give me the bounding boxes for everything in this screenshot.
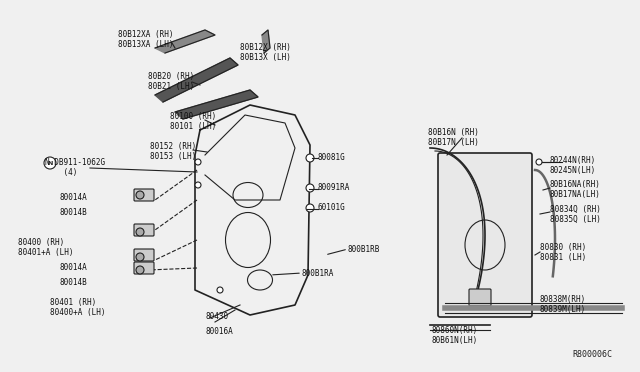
Text: 800B1RA: 800B1RA [302,269,334,278]
Text: 80838M(RH)
80839M(LH): 80838M(RH) 80839M(LH) [540,295,586,314]
Text: 80016A: 80016A [205,327,233,336]
Circle shape [195,159,201,165]
Text: 80B12XA (RH)
80B13XA (LH): 80B12XA (RH) 80B13XA (LH) [118,30,173,49]
Text: 80244N(RH)
80245N(LH): 80244N(RH) 80245N(LH) [550,156,596,176]
Text: 80B20 (RH)
80B21 (LH): 80B20 (RH) 80B21 (LH) [148,72,195,92]
Text: 80B16N (RH)
80B17N (LH): 80B16N (RH) 80B17N (LH) [428,128,479,147]
Circle shape [217,287,223,293]
Text: 80834Q (RH)
80835Q (LH): 80834Q (RH) 80835Q (LH) [550,205,601,224]
Polygon shape [262,30,270,53]
Text: 80081G: 80081G [318,153,346,162]
FancyBboxPatch shape [134,224,154,236]
Circle shape [306,184,314,192]
Text: 800B1RB: 800B1RB [348,245,380,254]
Text: 80401 (RH)
80400+A (LH): 80401 (RH) 80400+A (LH) [50,298,106,317]
FancyBboxPatch shape [134,189,154,201]
Text: N DB911-1062G
    (4): N DB911-1062G (4) [45,158,105,177]
Circle shape [136,228,144,236]
Circle shape [306,204,314,212]
Text: 80091RA: 80091RA [318,183,350,192]
Text: 80014A: 80014A [60,263,88,272]
Text: 80400 (RH)
80401+A (LH): 80400 (RH) 80401+A (LH) [18,238,74,257]
Text: 80830 (RH)
80831 (LH): 80830 (RH) 80831 (LH) [540,243,586,262]
Text: 80430: 80430 [205,312,228,321]
Circle shape [536,159,542,165]
FancyBboxPatch shape [469,289,491,306]
Text: 60101G: 60101G [318,203,346,212]
Text: 80B12X (RH)
80B13X (LH): 80B12X (RH) 80B13X (LH) [240,43,291,62]
Text: 80860N(RH)
80B61N(LH): 80860N(RH) 80B61N(LH) [432,326,478,345]
Text: 80100 (RH)
80101 (LH): 80100 (RH) 80101 (LH) [170,112,216,131]
Circle shape [44,157,56,169]
Text: 80014A: 80014A [60,193,88,202]
Circle shape [195,182,201,188]
Text: 80152 (RH)
80153 (LH): 80152 (RH) 80153 (LH) [150,142,196,161]
Circle shape [136,266,144,274]
Polygon shape [155,58,238,102]
Circle shape [306,154,314,162]
FancyBboxPatch shape [134,262,154,274]
Circle shape [136,191,144,199]
Text: 80014B: 80014B [60,208,88,217]
FancyBboxPatch shape [438,153,532,317]
Polygon shape [155,30,215,53]
FancyBboxPatch shape [134,249,154,261]
Text: R800006C: R800006C [572,350,612,359]
Circle shape [136,253,144,261]
Text: 80014B: 80014B [60,278,88,287]
Polygon shape [175,90,258,119]
Text: N: N [47,160,52,166]
Text: 80B16NA(RH)
80B17NA(LH): 80B16NA(RH) 80B17NA(LH) [550,180,601,199]
